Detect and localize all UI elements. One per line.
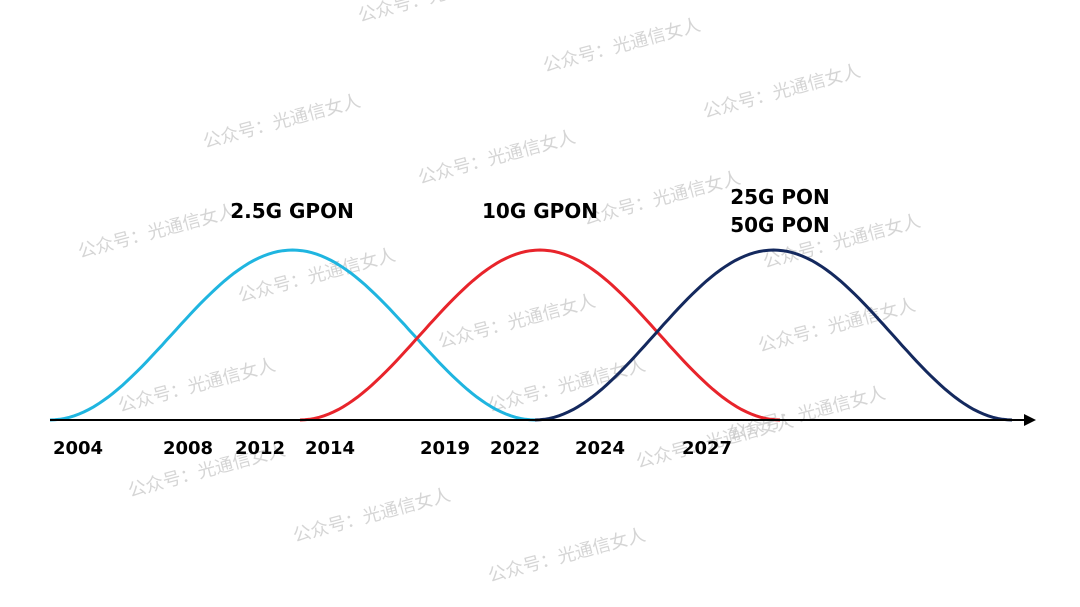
curve-label: 10G GPON xyxy=(482,199,598,223)
year-label: 2027 xyxy=(682,438,732,459)
curve-label: 2.5G GPON xyxy=(230,199,354,223)
watermark: 公众号：光通信女人 xyxy=(76,201,238,263)
watermark: 公众号：光通信女人 xyxy=(701,61,863,123)
axis-arrow xyxy=(1024,414,1036,426)
watermark: 公众号：光通信女人 xyxy=(756,295,918,357)
watermark: 公众号：光通信女人 xyxy=(116,355,278,417)
watermark: 公众号：光通信女人 xyxy=(356,0,518,27)
watermarks: 公众号：光通信女人公众号：光通信女人公众号：光通信女人公众号：光通信女人公众号：… xyxy=(76,0,923,587)
year-label: 2022 xyxy=(490,438,540,459)
year-label: 2004 xyxy=(53,438,103,459)
lifecycle-curve xyxy=(49,248,536,422)
watermark: 公众号：光通信女人 xyxy=(486,525,648,587)
year-label: 2024 xyxy=(575,438,625,459)
watermark: 公众号：光通信女人 xyxy=(581,168,743,230)
lifecycle-curve xyxy=(299,248,781,422)
curves xyxy=(49,248,1013,422)
curve-label: 25G PON xyxy=(730,185,830,209)
watermark: 公众号：光通信女人 xyxy=(201,91,363,153)
year-label: 2019 xyxy=(420,438,470,459)
year-label: 2014 xyxy=(305,438,355,459)
lifecycle-curve xyxy=(534,248,1013,422)
watermark: 公众号：光通信女人 xyxy=(436,291,598,353)
watermark: 公众号：光通信女人 xyxy=(291,485,453,547)
watermark: 公众号：光通信女人 xyxy=(486,355,648,417)
year-label: 2012 xyxy=(235,438,285,459)
curve-label: 50G PON xyxy=(730,213,830,237)
year-labels: 2004 2008 2012 2014 2019 2022 2024 2027 xyxy=(53,438,732,459)
year-label: 2008 xyxy=(163,438,213,459)
watermark: 公众号：光通信女人 xyxy=(541,15,703,77)
watermark: 公众号：光通信女人 xyxy=(416,127,578,189)
